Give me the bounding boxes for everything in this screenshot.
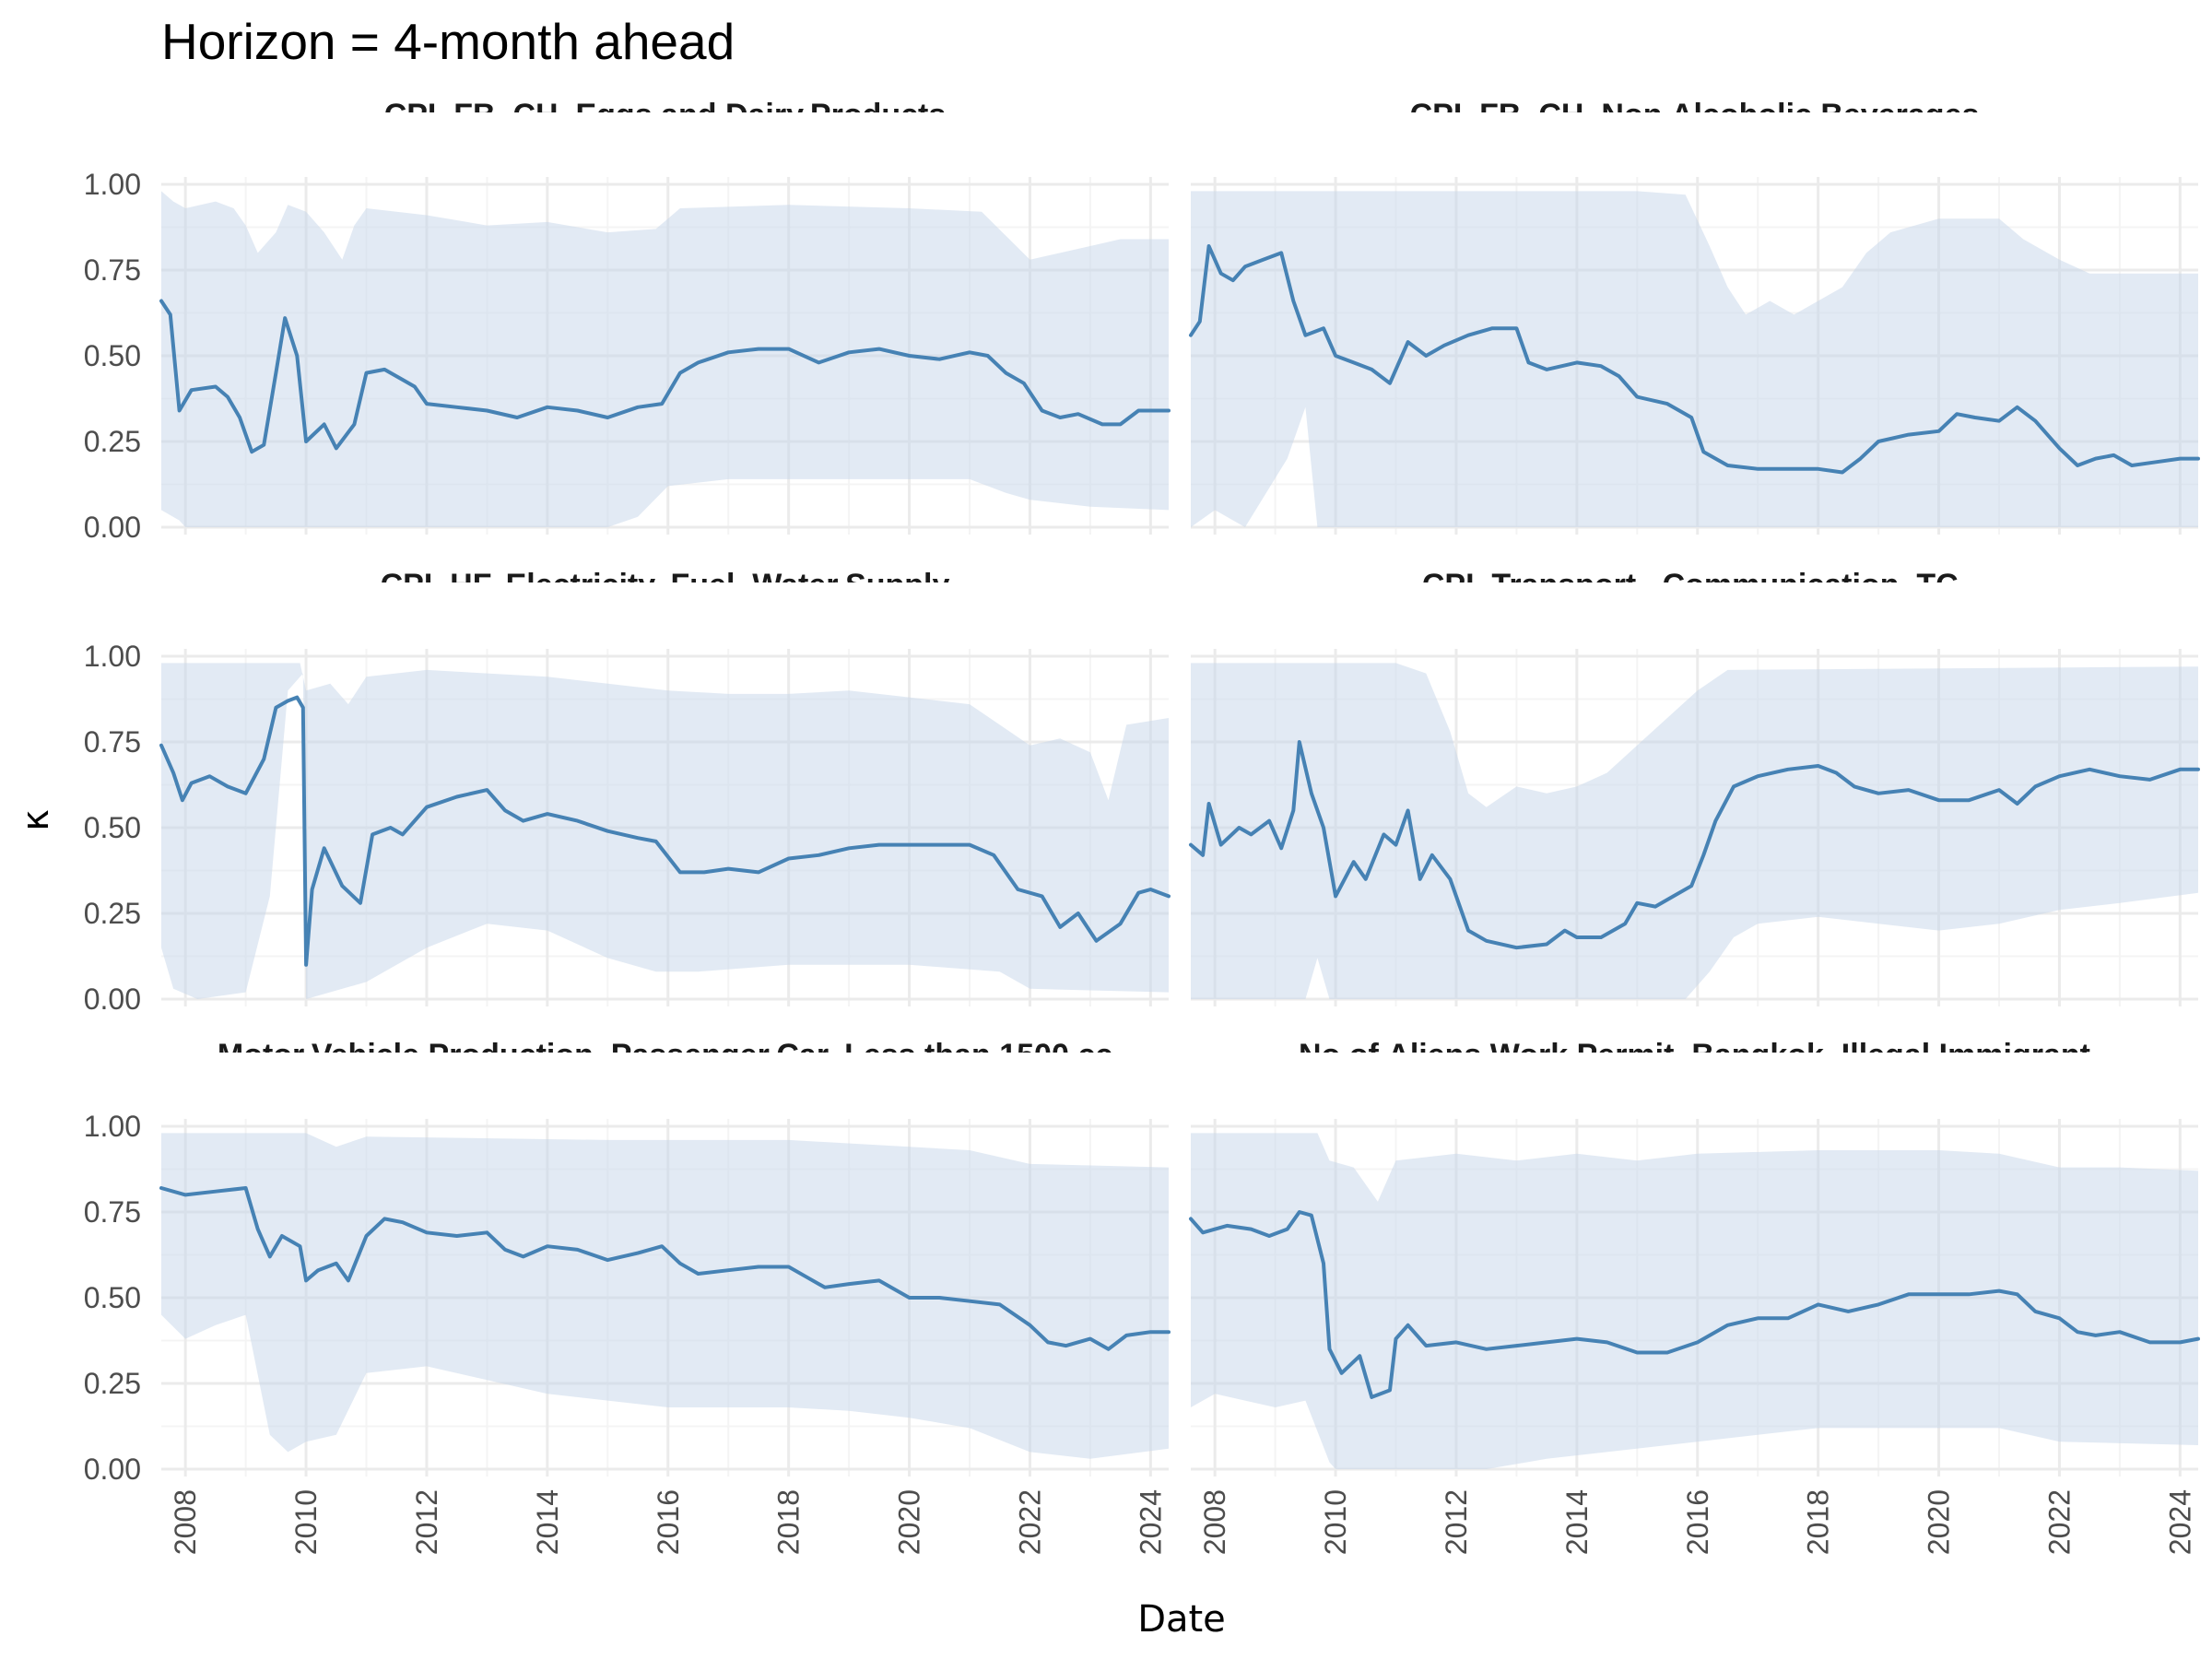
x-tick-label: 2016 <box>1681 1489 1714 1555</box>
confidence-band <box>161 663 1169 999</box>
panel-5: Motor.Vehicle.Production..Passenger.Car.… <box>84 1038 1171 1555</box>
x-tick-label: 2008 <box>169 1489 202 1555</box>
x-tick-label: 2008 <box>1198 1489 1231 1555</box>
y-tick-label: 0.50 <box>84 811 141 844</box>
panel-3: CPI..HF..Electricity..Fuel..Water.Supply… <box>84 568 1171 1016</box>
x-tick-label: 2016 <box>652 1489 685 1555</box>
x-tick-label: 2012 <box>1440 1489 1473 1555</box>
facet-strip-label: CPI..FB..CH..Non.Alcoholic.Beverages <box>1410 98 1980 133</box>
x-tick-label: 2014 <box>1560 1489 1594 1555</box>
kappa-line <box>1189 244 2200 475</box>
y-tick-label: 0.25 <box>84 1367 141 1400</box>
panel-1: CPI..FB..CH..Eggs.and.Dairy.Products 0.00… <box>84 98 1171 544</box>
panel-2: CPI..FB..CH..Non.Alcoholic.Beverages <box>1189 98 2200 535</box>
x-tick-label: 2012 <box>410 1489 443 1555</box>
facet-panels: CPI..FB..CH..Eggs.and.Dairy.Products 0.00… <box>84 98 2200 1555</box>
x-axis-label: Date <box>1137 1598 1226 1641</box>
kappa-line <box>159 1186 1171 1351</box>
confidence-band <box>161 1133 1169 1459</box>
y-tick-label: 1.00 <box>84 168 141 201</box>
facet-strip-label: CPI..FB..CH..Eggs.and.Dairy.Products <box>384 98 947 133</box>
panel-6: No.of.Aliens.Work.Permit..Bangkok..Illeg… <box>1189 1038 2200 1555</box>
confidence-band <box>161 191 1169 527</box>
facet-strip-label: CPI..HF..Electricity..Fuel..Water.Supply <box>381 568 950 603</box>
facet-strip-label: Motor.Vehicle.Production..Passenger.Car.… <box>218 1038 1112 1073</box>
y-tick-label: 0.50 <box>84 1281 141 1314</box>
facet-strip-label: No.of.Aliens.Work.Permit..Bangkok..Illeg… <box>1299 1038 2090 1073</box>
y-tick-label: 0.25 <box>84 425 141 458</box>
confidence-band <box>1191 663 2198 999</box>
kappa-line <box>1189 740 2200 950</box>
y-tick-label: 0.75 <box>84 253 141 287</box>
y-tick-label: 0.75 <box>84 1195 141 1229</box>
y-tick-label: 0.00 <box>84 982 141 1016</box>
facet-strip-label: CPI..Transport...Communication..TC. <box>1422 568 1967 603</box>
x-tick-label: 2010 <box>289 1489 323 1555</box>
x-tick-label: 2020 <box>893 1489 926 1555</box>
x-tick-label: 2022 <box>1013 1489 1046 1555</box>
y-tick-label: 0.75 <box>84 725 141 759</box>
confidence-band <box>1191 1133 2198 1469</box>
x-tick-label: 2024 <box>2163 1489 2196 1555</box>
y-tick-label: 1.00 <box>84 640 141 673</box>
confidence-band <box>1191 191 2198 527</box>
y-tick-label: 0.00 <box>84 1453 141 1486</box>
y-axis-label: κ <box>15 809 57 831</box>
kappa-line <box>1189 1210 2200 1399</box>
y-tick-label: 0.00 <box>84 511 141 544</box>
x-tick-label: 2022 <box>2042 1489 2076 1555</box>
x-tick-label: 2018 <box>1802 1489 1835 1555</box>
x-tick-label: 2014 <box>531 1489 564 1555</box>
x-tick-label: 2020 <box>1923 1489 1956 1555</box>
y-tick-label: 0.50 <box>84 339 141 372</box>
y-tick-label: 0.25 <box>84 897 141 930</box>
kappa-line <box>159 695 1171 967</box>
x-tick-label: 2010 <box>1319 1489 1352 1555</box>
y-tick-label: 1.00 <box>84 1110 141 1143</box>
x-tick-label: 2018 <box>772 1489 806 1555</box>
panel-4: CPI..Transport...Communication..TC. <box>1189 568 2200 1006</box>
x-tick-label: 2024 <box>1134 1489 1167 1555</box>
chart-title: Horizon = 4-month ahead <box>161 13 735 70</box>
kappa-line <box>159 299 1171 454</box>
